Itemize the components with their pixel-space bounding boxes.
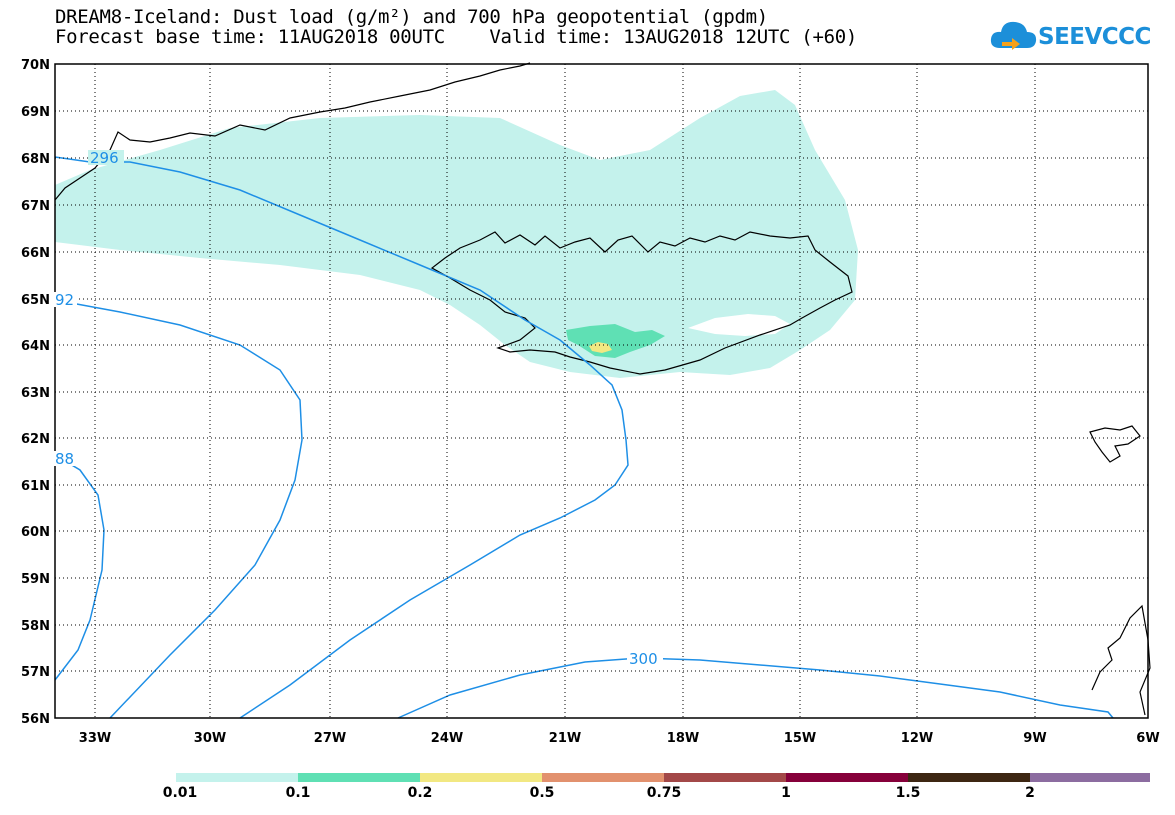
lon-label: 30W [194, 731, 226, 746]
colorbar-segment-6 [786, 773, 908, 782]
lat-label: 64N [21, 339, 50, 354]
contour-label-296: 296 [90, 149, 119, 167]
faroe-coastline [1089, 425, 1141, 463]
legend-label: 0.5 [529, 785, 555, 801]
map-frame [54, 63, 1149, 719]
colorbar-segment-2 [298, 773, 420, 782]
lon-label: 12W [901, 731, 933, 746]
contour-labels: 296 92 88 300 [53, 149, 663, 668]
legend-label: 0.01 [162, 785, 198, 801]
lat-label: 69N [21, 105, 50, 120]
lat-label: 56N [21, 712, 50, 727]
map-title: DREAM8-Iceland: Dust load (g/m²) and 700… [55, 6, 768, 28]
colorbar-segment-3 [420, 773, 542, 782]
lat-label: 63N [21, 386, 50, 401]
lon-label: 6W [1136, 731, 1159, 746]
lat-label: 70N [21, 58, 50, 73]
lat-label: 58N [21, 619, 50, 634]
cloud-icon [990, 21, 1037, 50]
lat-label: 59N [21, 572, 50, 587]
glacier-area [688, 314, 790, 336]
lat-label: 68N [21, 152, 50, 167]
lat-label: 65N [21, 293, 50, 308]
graticule [55, 64, 1148, 718]
lat-label: 66N [21, 246, 50, 261]
contour-292 [54, 299, 303, 719]
lat-label: 67N [21, 199, 50, 214]
contour-label-88: 88 [55, 450, 74, 468]
colorbar-segment-5 [664, 773, 786, 782]
seevccc-logo: SEEVCCC [990, 18, 1165, 58]
lat-label: 61N [21, 479, 50, 494]
dust-area-low [55, 90, 858, 378]
legend-label: 1 [781, 785, 791, 801]
colorbar-segment-7 [908, 773, 1030, 782]
contour-288 [54, 454, 105, 681]
lon-label: 24W [431, 731, 463, 746]
lon-label: 33W [79, 731, 111, 746]
contour-label-300: 300 [629, 650, 658, 668]
lon-label: 27W [314, 731, 346, 746]
logo-text: SEEVCCC [1038, 24, 1151, 50]
latitude-labels: 70N 69N 68N 67N 66N 65N 64N 63N 62N 61N … [21, 58, 50, 727]
legend-label: 0.2 [407, 785, 433, 801]
legend-label: 0.75 [646, 785, 682, 801]
scotland-coastline [1091, 604, 1151, 716]
iceland-coastline [430, 231, 853, 375]
lon-label: 15W [784, 731, 816, 746]
colorbar-segment-8 [1030, 773, 1150, 782]
forecast-times: Forecast base time: 11AUG2018 00UTC Vali… [55, 26, 858, 48]
legend-label: 2 [1025, 785, 1035, 801]
colorbar-segment-4 [542, 773, 664, 782]
dust-area-high [589, 342, 612, 353]
lon-label: 21W [549, 731, 581, 746]
longitude-labels: 33W 30W 27W 24W 21W 18W 15W 12W 9W 6W [79, 731, 1160, 746]
dust-area-mid [566, 324, 665, 358]
lon-label: 9W [1023, 731, 1046, 746]
colorbar-segment-1 [176, 773, 298, 782]
contour-label-92: 92 [55, 291, 74, 309]
lon-label: 18W [667, 731, 699, 746]
contour-300 [397, 657, 1114, 719]
lat-label: 60N [21, 525, 50, 540]
lat-label: 62N [21, 432, 50, 447]
lat-label: 57N [21, 665, 50, 680]
legend-label: 1.5 [895, 785, 921, 801]
geopotential-contours [54, 156, 1114, 719]
contour-296 [54, 156, 629, 719]
legend-label: 0.1 [285, 785, 311, 801]
